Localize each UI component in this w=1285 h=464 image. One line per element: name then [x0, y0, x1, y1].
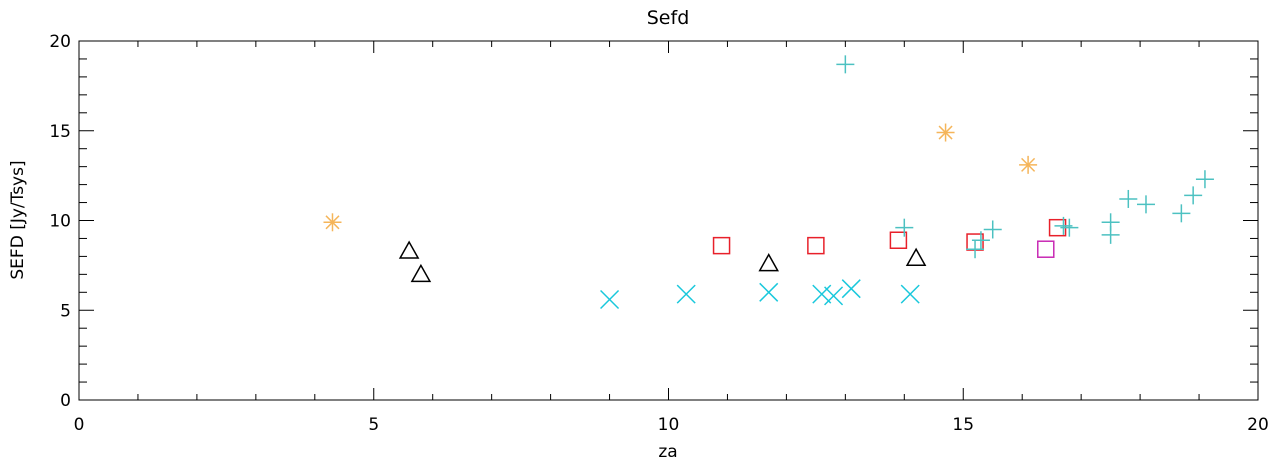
data-point-triangle: [410, 263, 432, 283]
axis-ticks: [78, 40, 1259, 401]
data-point-x: [812, 284, 832, 304]
chart-title: Sefd: [647, 7, 690, 29]
data-point-x: [824, 286, 844, 306]
x-tick-label: 15: [952, 415, 974, 435]
data-point-plus: [836, 55, 855, 74]
y-tick-label: 10: [49, 212, 71, 232]
data-point-asterisk: [323, 213, 342, 232]
data-point-plus: [895, 218, 914, 237]
x-axis-label: za: [658, 442, 677, 462]
x-tick-label: 0: [74, 415, 85, 435]
data-point-asterisk: [936, 123, 955, 142]
data-point-plus: [1184, 186, 1203, 205]
data-point-triangle: [398, 240, 420, 259]
data-markers: [323, 55, 1214, 310]
y-tick-label: 15: [49, 122, 71, 142]
data-point-x: [900, 284, 920, 304]
data-point-plus: [983, 220, 1002, 239]
data-point-plus: [1172, 204, 1191, 223]
y-axis-label: SEFD [Jy/Tsys]: [8, 160, 28, 279]
data-point-triangle: [905, 247, 927, 266]
data-point-plus: [971, 231, 990, 250]
x-tick-label: 20: [1247, 415, 1269, 435]
x-tick-label: 10: [658, 415, 680, 435]
data-point-plus: [1119, 189, 1138, 208]
data-point-asterisk: [1019, 155, 1038, 174]
data-point-x: [600, 289, 620, 310]
data-point-plus: [1136, 195, 1155, 214]
y-tick-label: 5: [60, 301, 71, 321]
data-point-plus: [1195, 170, 1214, 189]
data-point-plus: [1060, 218, 1079, 237]
data-point-square: [712, 236, 731, 255]
plot-frame: [78, 40, 1259, 401]
y-tick-label: 20: [49, 32, 71, 52]
data-point-square: [889, 231, 908, 249]
data-point-square: [807, 236, 825, 255]
y-tick-label: 0: [60, 391, 71, 411]
data-point-x: [759, 282, 779, 302]
data-point-triangle: [758, 253, 779, 272]
axis-tick-labels: 0 5 10 15 20 0 5 10 15 20: [49, 32, 1268, 435]
data-point-x: [676, 284, 696, 304]
data-point-x: [841, 279, 861, 299]
x-tick-label: 5: [368, 415, 379, 435]
data-point-square: [1037, 240, 1055, 258]
data-point-plus: [1101, 213, 1120, 232]
